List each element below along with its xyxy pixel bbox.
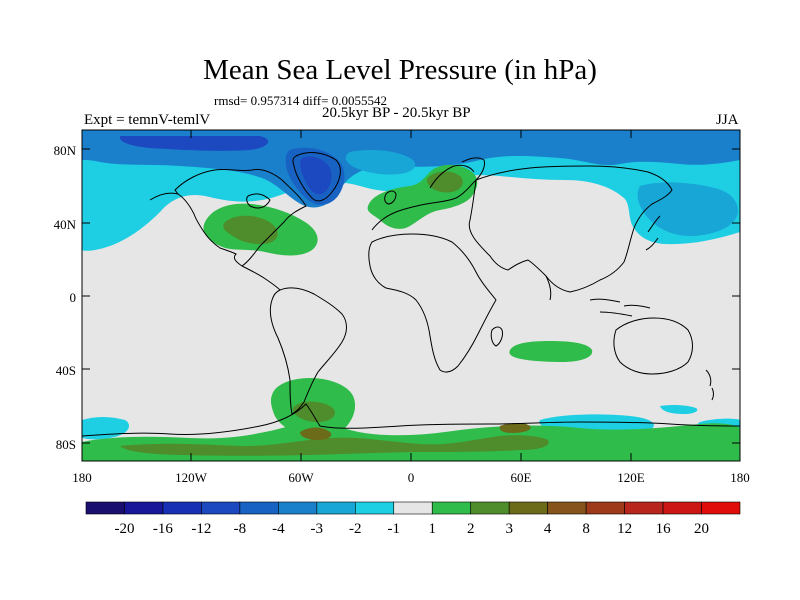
lon-label-120e: 120E <box>617 470 645 485</box>
period-subtitle: 20.5kyr BP - 20.5kyr BP <box>322 105 471 121</box>
atlantic-low-blob <box>345 150 416 175</box>
colorbar-label: -3 <box>310 521 324 537</box>
colorbar-swatch <box>162 501 202 515</box>
colorbar-swatch <box>547 501 587 515</box>
colorbar-swatch <box>624 501 664 515</box>
colorbar-swatch <box>701 501 741 515</box>
colorbar-label: -2 <box>349 521 362 537</box>
lat-label-40n: 40N <box>53 217 76 232</box>
scandinavia-high-core <box>426 171 463 193</box>
colorbar-swatch <box>278 501 318 515</box>
lon-label-60e: 60E <box>510 470 532 485</box>
lat-label-80n: 80N <box>53 143 76 158</box>
map-field <box>82 130 740 461</box>
stats-text: rmsd= 0.957314 diff= 0.0055542 <box>214 93 387 108</box>
colorbar-swatch <box>85 501 125 515</box>
colorbar-label: 1 <box>428 521 436 537</box>
antarctic-high-core <box>120 435 549 456</box>
colorbar-swatch <box>470 501 510 515</box>
map-title: Mean Sea Level Pressure (in hPa) <box>203 54 597 86</box>
colorbar-swatch <box>585 501 625 515</box>
lon-label-120w: 120W <box>175 470 207 485</box>
colorbar-swatch <box>508 501 548 515</box>
colorbar-label: -1 <box>387 521 401 537</box>
colorbar-label: -20 <box>114 521 135 537</box>
southern-ocean-low-3 <box>660 404 698 414</box>
colorbar-label: 2 <box>466 521 475 537</box>
colorbar-label: -8 <box>233 521 247 537</box>
indian-ocean-high <box>509 341 593 362</box>
greenland-core-low <box>300 156 332 195</box>
antarctic-high-peak-2 <box>499 423 531 433</box>
experiment-label: Expt = temnV-temlV <box>84 112 211 128</box>
colorbar-label: -4 <box>272 521 285 537</box>
lat-label-0: 0 <box>69 290 77 305</box>
colorbar-swatch <box>124 501 164 515</box>
colorbar-label: 4 <box>543 521 552 537</box>
arctic-strong-low <box>119 136 269 151</box>
colorbar-swatch <box>239 501 279 515</box>
colorbar-label: 3 <box>505 521 513 537</box>
colorbar-swatch <box>662 501 702 515</box>
pacific-low-blob <box>637 182 738 237</box>
colorbar-label: -12 <box>191 521 212 537</box>
season-label: JJA <box>716 112 739 128</box>
colorbar-swatch <box>354 501 395 515</box>
antarctic-high-peak <box>300 427 332 440</box>
lat-label-80s: 80S <box>55 437 76 452</box>
colorbar-label: 16 <box>655 521 671 537</box>
colorbar-swatch <box>316 501 356 515</box>
lon-label-60w: 60W <box>288 470 314 485</box>
axis-ticks <box>82 130 740 461</box>
colorbar-swatch <box>431 501 472 515</box>
coastlines <box>82 152 740 437</box>
colorbar-label: 20 <box>694 521 709 537</box>
colorbar-label: 8 <box>582 521 590 537</box>
colorbar <box>85 501 741 515</box>
lat-label-40s: 40S <box>55 363 76 378</box>
lon-label-180e: 180 <box>730 470 750 485</box>
lon-label-180w: 180 <box>72 470 92 485</box>
colorbar-label: -16 <box>152 521 173 537</box>
colorbar-swatch <box>393 501 433 515</box>
colorbar-swatch <box>201 501 241 515</box>
colorbar-label: 12 <box>617 521 633 537</box>
lon-label-0: 0 <box>407 470 415 485</box>
north-america-high-core <box>223 215 278 245</box>
